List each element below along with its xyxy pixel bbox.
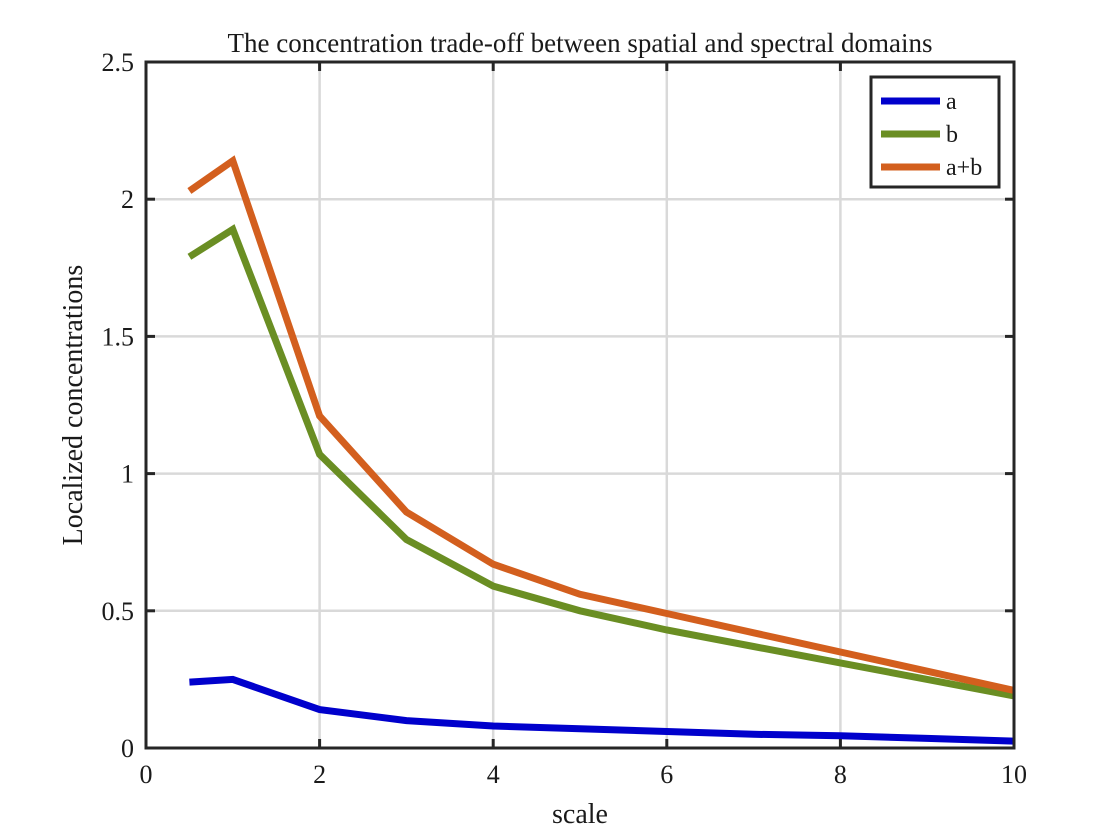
series-layer [187,155,1015,745]
y-tick-label: 1.5 [102,322,135,351]
x-axis-label: scale [552,799,608,830]
x-tick-label: 4 [487,760,500,789]
series-line-a-b [187,155,1015,694]
grid-lines [146,62,1014,748]
x-tick-label: 0 [140,760,153,789]
y-tick-label: 2.5 [102,48,135,77]
y-axis-label: Localized concentrations [58,265,89,546]
legend: ab a+b [869,75,1001,189]
series-line-a [189,675,1015,745]
legend-label: a+b [946,155,982,181]
tick-labels: 0 2 4 6 8 10 0 0.5 1 1.5 2 2.5 [102,48,1028,789]
x-tick-label: 2 [313,760,326,789]
series-line-b [187,224,1015,700]
legend-label: b [946,122,958,148]
chart-title: The concentration trade-off between spat… [228,28,933,58]
legend-label: a [946,89,957,115]
plot-area [146,62,1014,748]
x-tick-label: 6 [660,760,673,789]
axis-ticks [144,60,1016,750]
x-tick-label: 8 [834,760,847,789]
y-tick-label: 2 [121,185,134,214]
plot-frame [144,60,1016,750]
x-tick-label: 10 [1001,760,1027,789]
y-tick-label: 0.5 [102,597,135,626]
y-tick-label: 1 [121,460,134,489]
y-tick-label: 0 [121,734,134,763]
